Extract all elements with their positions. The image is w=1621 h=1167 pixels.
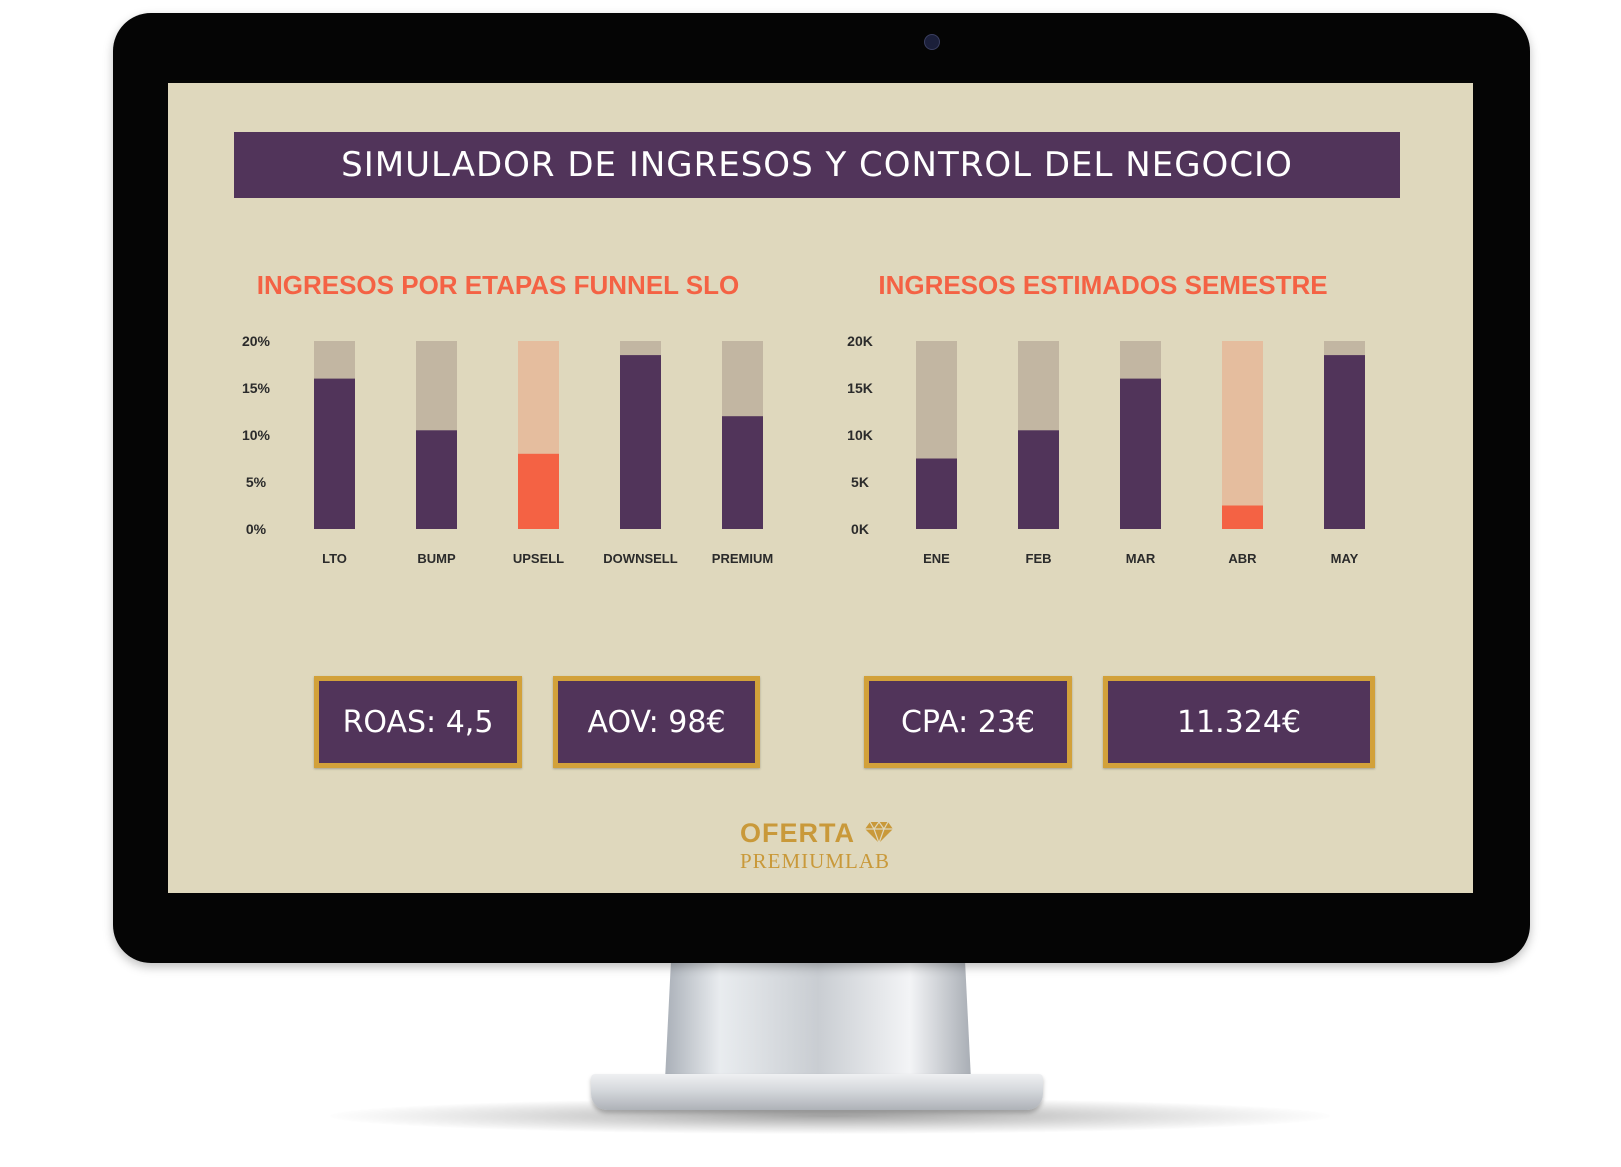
kpi-aov-value: AOV: 98€	[587, 704, 726, 740]
category-label: FEB	[1026, 551, 1052, 566]
page-title: SIMULADOR DE INGRESOS Y CONTROL DEL NEGO…	[341, 145, 1293, 185]
charts-area: 0% 5% 10% 15% 20% LTO BUMP UPSELL DOWNSELL PREMIU…	[242, 333, 1365, 566]
bar-downsell	[620, 355, 661, 529]
kpi-roas-value: ROAS: 4,5	[342, 704, 494, 740]
bar-bump	[416, 430, 457, 529]
kpi-revenue-value: 11.324€	[1176, 704, 1302, 740]
brand-logo: OFERTA PREMIUMLAB	[728, 818, 928, 878]
y-tick-label: 20%	[242, 333, 271, 349]
category-label: PREMIUM	[712, 551, 773, 566]
diamond-icon	[865, 820, 893, 844]
chart-title-semester: INGRESOS ESTIMADOS SEMESTRE	[878, 270, 1328, 300]
monitor-screen: SIMULADOR DE INGRESOS Y CONTROL DEL NEGO…	[168, 83, 1473, 893]
kpi-cpa-value: CPA: 23€	[900, 704, 1036, 740]
y-tick-label: 0K	[851, 521, 869, 537]
category-label: ABR	[1228, 551, 1257, 566]
bar-mar	[1120, 378, 1161, 529]
logo-top-text: OFERTA	[740, 818, 855, 848]
category-label: MAR	[1126, 551, 1156, 566]
y-tick-label: 5K	[851, 474, 869, 490]
chart-title-funnel: INGRESOS POR ETAPAS FUNNEL SLO	[256, 270, 740, 300]
y-tick-label: 10%	[242, 427, 271, 443]
kpi-roas: ROAS: 4,5	[314, 676, 522, 768]
bar-feb	[1018, 430, 1059, 529]
category-label: BUMP	[417, 551, 456, 566]
kpi-revenue: 11.324€	[1103, 676, 1375, 768]
kpi-cpa: CPA: 23€	[864, 676, 1072, 768]
monitor-stand-base	[591, 1074, 1043, 1110]
y-tick-label: 15K	[847, 380, 873, 396]
camera-icon	[924, 34, 940, 50]
monitor-stand-neck	[665, 958, 971, 1080]
y-tick-label: 15%	[242, 380, 271, 396]
bar-premium	[722, 416, 763, 529]
bar-lto	[314, 378, 355, 529]
y-tick-label: 20K	[847, 333, 873, 349]
logo-bottom-text: PREMIUMLAB	[740, 849, 891, 873]
bar-may	[1324, 355, 1365, 529]
y-tick-label: 5%	[246, 474, 267, 490]
category-label: ENE	[923, 551, 950, 566]
kpi-aov: AOV: 98€	[553, 676, 760, 768]
category-label: MAY	[1331, 551, 1359, 566]
bar-ene	[916, 458, 957, 529]
y-tick-label: 0%	[246, 521, 267, 537]
bar-track	[1222, 341, 1263, 529]
bar-abr	[1222, 505, 1263, 529]
y-tick-label: 10K	[847, 427, 873, 443]
bar-upsell	[518, 453, 559, 529]
category-label: UPSELL	[513, 551, 564, 566]
category-label: LTO	[322, 551, 347, 566]
title-banner: SIMULADOR DE INGRESOS Y CONTROL DEL NEGO…	[234, 132, 1400, 198]
category-label: DOWNSELL	[603, 551, 677, 566]
